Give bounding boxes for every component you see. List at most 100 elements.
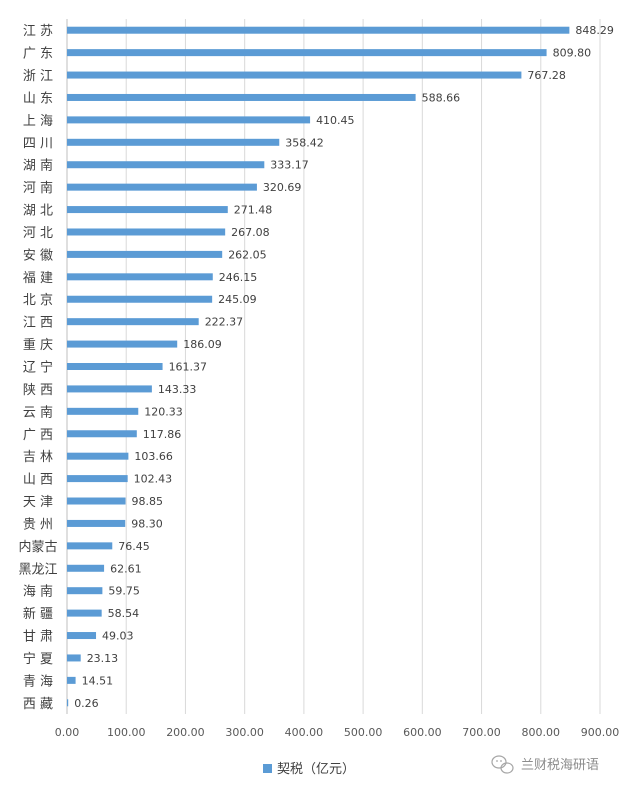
data-label: 767.28 (527, 69, 566, 82)
bar (67, 564, 105, 572)
data-label: 246.15 (219, 271, 258, 284)
watermark-text: 兰财税海研语 (521, 758, 599, 773)
category-label: 湖 北 (23, 204, 53, 219)
data-label: 222.37 (205, 316, 244, 329)
x-tick-label: 400.00 (285, 726, 324, 739)
bar (67, 273, 213, 281)
x-tick-label: 300.00 (225, 726, 264, 739)
category-label: 青 海 (23, 674, 53, 689)
data-label: 143.33 (158, 383, 197, 396)
category-label: 山 东 (23, 91, 53, 106)
bar (67, 318, 199, 326)
bar (67, 407, 139, 415)
bar (67, 49, 547, 57)
data-label: 0.26 (74, 697, 99, 710)
category-label: 北 京 (23, 293, 53, 308)
bar (67, 542, 113, 550)
data-label: 120.33 (144, 405, 183, 418)
data-label: 98.85 (132, 495, 164, 508)
data-label: 848.29 (575, 24, 614, 37)
category-label: 江 苏 (23, 23, 53, 39)
bar (67, 116, 311, 124)
bar (67, 452, 129, 460)
category-label: 山 西 (23, 473, 53, 488)
category-label: 陕 西 (23, 383, 53, 398)
bars (67, 26, 570, 707)
bar (67, 676, 76, 684)
data-label: 267.08 (231, 226, 270, 239)
data-label: 58.54 (108, 607, 140, 620)
category-labels: 江 苏广 东浙 江山 东上 海四 川湖 南河 南湖 北河 北安 徽福 建北 京江… (18, 23, 57, 712)
category-label: 黑龙江 (18, 562, 57, 577)
category-label: 宁 夏 (23, 651, 53, 667)
data-label: 245.09 (218, 293, 257, 306)
bar (67, 475, 128, 483)
category-label: 江 西 (23, 316, 53, 331)
data-label: 410.45 (316, 114, 355, 127)
x-tick-label: 200.00 (166, 726, 205, 739)
bar (67, 183, 257, 191)
x-tick-label: 100.00 (107, 726, 146, 739)
bar (67, 497, 126, 505)
x-tick-label: 500.00 (344, 726, 383, 739)
data-label: 262.05 (228, 248, 267, 261)
bar (67, 161, 265, 169)
category-label: 天 津 (23, 495, 53, 510)
bar (67, 587, 103, 595)
category-label: 上 海 (23, 114, 53, 129)
category-label: 浙 江 (23, 69, 53, 84)
category-label: 河 北 (23, 226, 53, 241)
gridlines (66, 19, 601, 714)
data-label: 588.66 (422, 91, 461, 104)
x-tick-label: 600.00 (403, 726, 442, 739)
x-tick-label: 900.00 (581, 726, 620, 739)
data-label: 320.69 (263, 181, 302, 194)
bar (67, 519, 126, 527)
bar (67, 340, 178, 348)
bar (67, 654, 81, 662)
watermark: 兰财税海研语 (491, 755, 599, 774)
bar (67, 699, 69, 707)
data-label: 117.86 (143, 428, 182, 441)
data-labels: 848.29 809.80 767.28 588.66 410.45 358.42 333.… (74, 24, 614, 710)
bar (67, 138, 280, 146)
bar (67, 385, 152, 393)
category-label: 内蒙古 (18, 539, 57, 555)
bar (67, 295, 213, 303)
data-label: 186.09 (183, 338, 222, 351)
data-label: 358.42 (285, 136, 324, 149)
bar (67, 71, 522, 79)
data-label: 23.13 (87, 652, 119, 665)
data-label: 49.03 (102, 630, 133, 643)
data-label: 333.17 (270, 159, 309, 172)
category-label: 广 西 (23, 428, 53, 443)
category-label: 河 南 (23, 180, 53, 196)
category-label: 云 南 (23, 404, 53, 420)
legend-swatch (263, 764, 272, 773)
category-label: 辽 宁 (23, 360, 53, 376)
legend: 契税（亿元） (263, 762, 355, 777)
category-label: 广 东 (23, 47, 53, 62)
bar (67, 206, 228, 214)
data-label: 271.48 (234, 204, 273, 217)
data-label: 102.43 (134, 473, 173, 486)
x-tick-label: 700.00 (462, 726, 501, 739)
bar (67, 93, 416, 101)
category-label: 吉 林 (23, 450, 53, 465)
x-tick-label: 800.00 (522, 726, 561, 739)
data-label: 59.75 (108, 585, 140, 598)
data-label: 62.61 (110, 562, 142, 575)
legend-label: 契税（亿元） (277, 762, 355, 777)
bar (67, 250, 223, 258)
data-label: 103.66 (134, 450, 173, 463)
category-label: 福 建 (23, 271, 53, 286)
category-label: 四 川 (23, 136, 53, 151)
bar (67, 363, 163, 370)
x-tick-label: 0.00 (55, 726, 80, 739)
data-label: 14.51 (82, 674, 114, 687)
category-label: 安 徽 (23, 248, 53, 263)
data-label: 161.37 (169, 361, 208, 374)
category-label: 重 庆 (23, 337, 53, 353)
bar (67, 26, 570, 34)
